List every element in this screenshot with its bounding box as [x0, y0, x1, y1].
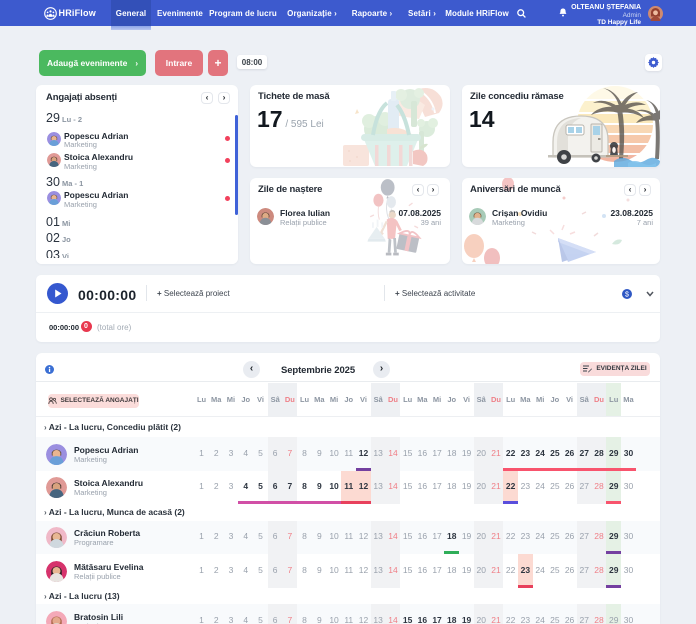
- svg-text:$: $: [625, 292, 629, 299]
